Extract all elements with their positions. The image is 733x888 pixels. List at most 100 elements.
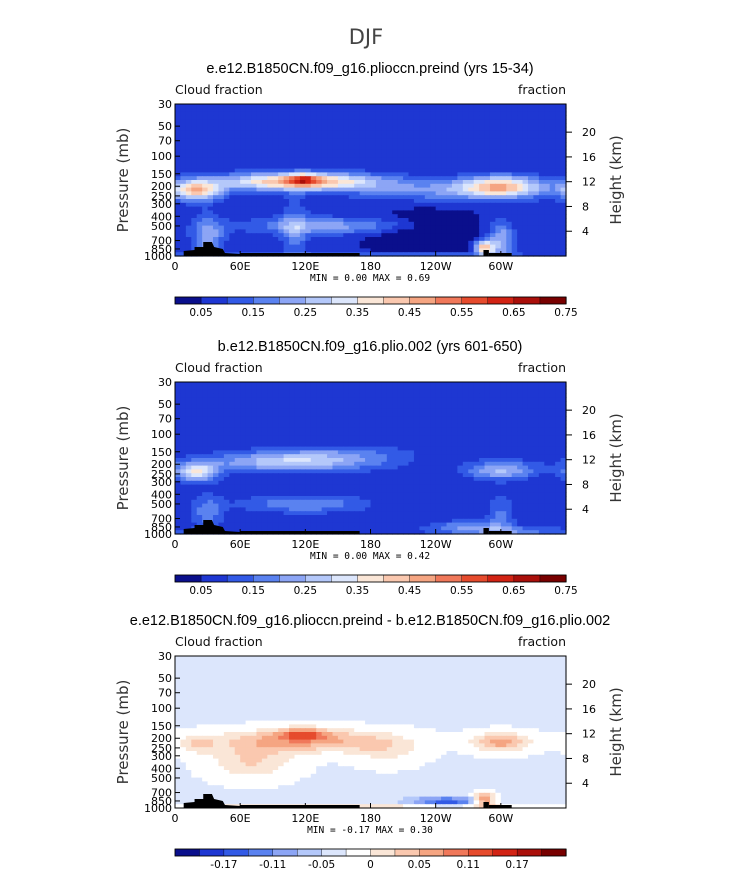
heatmap-cell — [218, 458, 225, 463]
heatmap-cell — [555, 229, 562, 234]
heatmap-cell — [489, 461, 496, 467]
heatmap-cell — [310, 397, 317, 402]
heatmap-cell — [435, 180, 442, 185]
heatmap-cell — [479, 240, 486, 246]
heatmap-cell — [451, 484, 458, 489]
heatmap-cell — [245, 214, 252, 219]
heatmap-cell — [348, 134, 355, 139]
heatmap-cell — [245, 484, 252, 489]
heatmap-cell — [517, 480, 524, 486]
heatmap-cell — [408, 240, 415, 246]
heatmap-cell — [240, 397, 247, 402]
heatmap-cell — [218, 126, 225, 132]
heatmap-cell — [278, 187, 285, 192]
heatmap-cell — [305, 420, 312, 425]
heatmap-cell — [549, 202, 556, 208]
heatmap-cell — [511, 145, 518, 151]
heatmap-cell — [207, 107, 214, 113]
heatmap-cell — [489, 450, 496, 455]
heatmap-cell — [495, 172, 502, 177]
heatmap-cell — [332, 469, 339, 474]
heatmap-cell — [408, 225, 415, 230]
heatmap-cell — [175, 126, 182, 132]
heatmap-cell — [527, 397, 535, 402]
heatmap-cell — [375, 244, 382, 249]
heatmap-cell — [544, 176, 551, 181]
heatmap-cell — [544, 442, 551, 448]
heatmap-cell — [538, 252, 545, 257]
heatmap-cell — [473, 229, 480, 234]
x-tick-label: 60E — [230, 260, 251, 273]
heatmap-cell — [283, 385, 290, 391]
heatmap-cell — [479, 450, 486, 455]
heatmap-cell — [283, 107, 290, 113]
heatmap-cell — [430, 214, 437, 219]
heatmap-cell — [316, 119, 323, 124]
heatmap-cell — [370, 469, 377, 474]
heatmap-cell — [522, 397, 529, 402]
heatmap-cell — [555, 111, 562, 116]
heatmap-cell — [365, 473, 372, 478]
heatmap-cell — [278, 454, 285, 459]
heatmap-cell — [343, 397, 350, 402]
heatmap-cell — [267, 221, 274, 227]
heatmap-cell — [424, 149, 431, 154]
heatmap-cell — [527, 142, 535, 147]
heatmap-cell — [430, 473, 437, 478]
heatmap-cell — [403, 229, 410, 234]
heatmap-cell — [229, 412, 236, 417]
heatmap-cell — [354, 142, 361, 147]
heatmap-cell — [381, 442, 388, 448]
heatmap-cell — [511, 187, 518, 192]
heatmap-cell — [424, 229, 431, 234]
heatmap-cell — [272, 111, 279, 116]
heatmap-cell — [370, 191, 377, 196]
heatmap-cell — [386, 480, 393, 486]
heatmap-cell — [527, 130, 535, 135]
heatmap-cell — [305, 393, 312, 398]
heatmap-cell — [370, 389, 377, 394]
heatmap-cell — [305, 161, 312, 166]
heatmap-cell — [245, 111, 252, 116]
heatmap-cell — [484, 145, 491, 151]
heatmap-cell — [207, 416, 214, 421]
heatmap-cell — [560, 134, 567, 139]
heatmap-cell — [321, 427, 328, 432]
heatmap-cell — [495, 477, 502, 482]
heatmap-cell — [468, 473, 475, 478]
heatmap-cell — [386, 115, 393, 120]
heatmap-cell — [289, 465, 296, 470]
heatmap-cell — [527, 180, 535, 185]
heatmap-cell — [430, 153, 437, 158]
heatmap-cell — [413, 187, 420, 192]
heatmap-cell — [511, 252, 518, 257]
heatmap-cell — [462, 477, 469, 482]
heatmap-cell — [272, 435, 279, 440]
heatmap-cell — [424, 176, 431, 181]
heatmap-cell — [441, 164, 448, 170]
heatmap-cell — [413, 199, 420, 204]
heatmap-cell — [234, 439, 241, 444]
heatmap-cell — [348, 454, 355, 459]
heatmap-cell — [213, 244, 220, 249]
heatmap-cell — [175, 454, 182, 459]
heatmap-cell — [251, 104, 258, 109]
heatmap-cell — [381, 161, 388, 166]
heatmap-cell — [555, 164, 562, 170]
heatmap-cell — [397, 404, 404, 410]
heatmap-cell — [533, 469, 540, 474]
heatmap-cell — [479, 454, 486, 459]
heatmap-cell — [419, 138, 426, 143]
heatmap-cell — [261, 221, 268, 227]
heatmap-cell — [207, 126, 214, 132]
heatmap-cell — [240, 130, 247, 135]
heatmap-cell — [381, 237, 388, 242]
heatmap-cell — [267, 412, 274, 417]
heatmap-cell — [321, 123, 328, 128]
heatmap-cell — [354, 244, 361, 249]
heatmap-cell — [527, 416, 535, 421]
heatmap-cell — [202, 119, 209, 124]
heatmap-cell — [375, 469, 382, 474]
heatmap-cell — [419, 142, 426, 147]
